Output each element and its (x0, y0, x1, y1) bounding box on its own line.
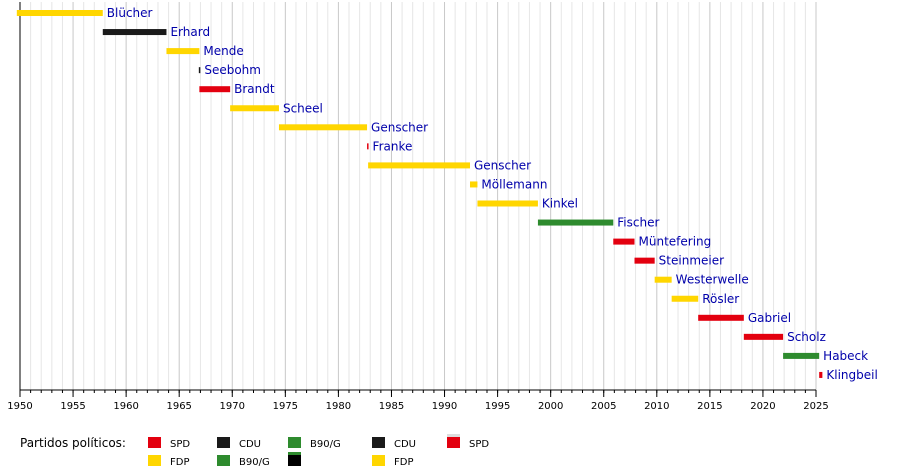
x-tick-label: 1980 (326, 401, 351, 412)
legend-label: FDP (170, 457, 189, 468)
term-bar (102, 29, 167, 36)
legend-label: B90/G (310, 439, 341, 450)
term-bar (613, 238, 635, 245)
term-bar (671, 295, 699, 302)
x-tick-label: 2010 (644, 401, 669, 412)
legend-label: SPD (170, 439, 190, 450)
minister-name-label: Rösler (702, 292, 739, 306)
x-tick-label: 1955 (60, 401, 85, 412)
term-bar (477, 200, 538, 207)
minister-name-label: Erhard (170, 25, 210, 39)
legend-swatch (447, 437, 460, 448)
legend-title: Partidos políticos: (20, 436, 126, 450)
x-tick-label: 1990 (432, 401, 457, 412)
x-tick-label: 1985 (379, 401, 404, 412)
term-bar (368, 162, 471, 169)
term-bar (819, 371, 823, 378)
legend-swatch (288, 455, 301, 466)
x-tick-label: 2025 (803, 401, 828, 412)
minister-name-label: Habeck (823, 349, 868, 363)
x-tick-label: 2005 (591, 401, 616, 412)
x-tick-label: 1965 (166, 401, 191, 412)
x-tick-label: 2015 (697, 401, 722, 412)
x-tick-label: 1970 (220, 401, 245, 412)
term-bar (199, 86, 231, 93)
minister-name-label: Scheel (283, 101, 323, 115)
minister-name-label: Blücher (107, 6, 153, 20)
legend-swatch (372, 437, 385, 448)
minister-name-label: Scholz (787, 330, 826, 344)
legend-label: CDU (239, 439, 261, 450)
minister-name-label: Genscher (371, 120, 428, 134)
minister-name-label: Fischer (617, 216, 659, 230)
term-bar (654, 276, 672, 283)
legend-label: B90/G (239, 457, 270, 468)
term-bar (230, 105, 279, 112)
x-tick-label: 2000 (538, 401, 563, 412)
minister-name-label: Müntefering (639, 235, 712, 249)
x-tick-label: 2020 (750, 401, 775, 412)
term-bar (698, 314, 744, 321)
legend-swatch (288, 437, 301, 448)
term-bar (783, 352, 820, 359)
minister-name-label: Gabriel (748, 311, 791, 325)
x-tick-label: 1950 (7, 401, 32, 412)
minister-name-label: Mende (203, 44, 243, 58)
minister-name-label: Westerwelle (676, 273, 749, 287)
minister-name-label: Klingbeil (826, 368, 877, 382)
term-bar (166, 48, 200, 55)
minister-name-label: Steinmeier (659, 254, 724, 268)
term-bar (367, 143, 369, 150)
legend-swatch (217, 455, 230, 466)
term-bar (470, 181, 478, 188)
legend-swatch-top (288, 452, 301, 455)
legend-swatch (372, 455, 385, 466)
minister-name-label: Genscher (474, 158, 531, 172)
term-bar (537, 219, 614, 226)
term-bar (278, 124, 368, 131)
minister-name-label: Franke (373, 139, 413, 153)
x-tick-label: 1975 (273, 401, 298, 412)
x-tick-label: 1960 (113, 401, 138, 412)
legend-swatch-top (447, 434, 460, 437)
legend-label: CDU (394, 439, 416, 450)
term-bar (634, 257, 655, 264)
minister-name-label: Brandt (234, 82, 275, 96)
term-bar (16, 10, 103, 16)
minister-name-label: Kinkel (542, 197, 578, 211)
legend-swatch (148, 455, 161, 466)
minister-name-label: Seebohm (204, 63, 261, 77)
term-bar (743, 333, 784, 340)
minister-name-label: Möllemann (481, 177, 547, 191)
legend-swatch (148, 437, 161, 448)
legend-label: SPD (469, 439, 489, 450)
term-bar (198, 67, 201, 74)
legend-swatch (217, 437, 230, 448)
x-tick-label: 1995 (485, 401, 510, 412)
legend-label: FDP (394, 457, 413, 468)
